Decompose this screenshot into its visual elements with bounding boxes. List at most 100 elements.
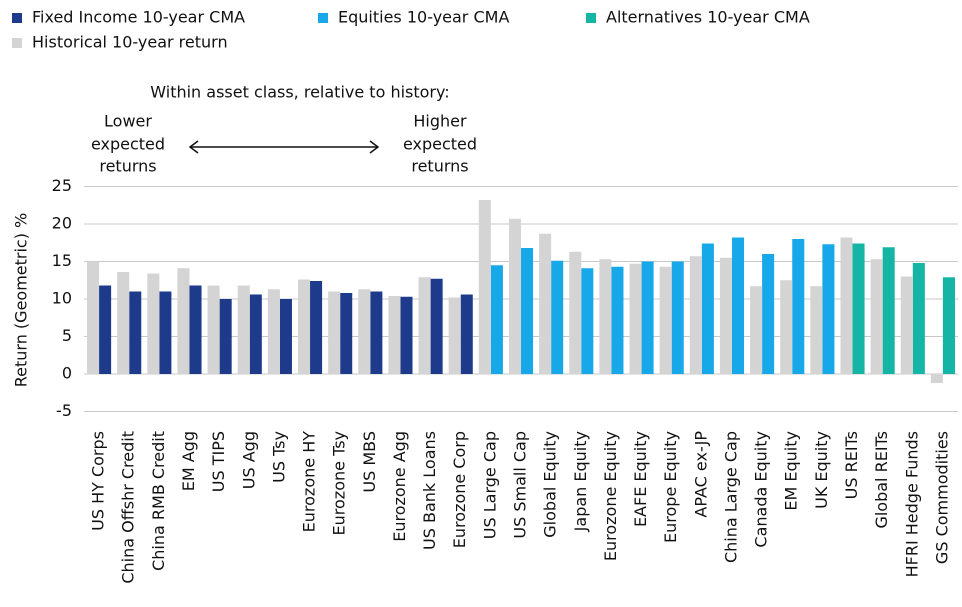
x-tick-label: Global Equity (541, 431, 560, 538)
legend-label: Alternatives 10-year CMA (606, 8, 810, 27)
x-tick-label: Canada Equity (752, 431, 771, 548)
x-tick-label: US Large Cap (480, 431, 499, 539)
bar (279, 299, 292, 374)
left-note: Lower (104, 112, 152, 131)
left-note: returns (99, 157, 156, 176)
x-tick-label: HFRI Hedge Funds (902, 431, 921, 577)
x-tick-label: Japan Equity (571, 431, 590, 532)
x-tick-label: APAC ex-JP (691, 431, 710, 518)
bar (400, 296, 413, 374)
bar (689, 256, 702, 374)
bar (900, 276, 913, 374)
bar (671, 261, 684, 374)
x-tick-label: Europe Equity (661, 431, 680, 543)
x-tick-label: EAFE Equity (631, 431, 650, 527)
legend-label: Fixed Income 10-year CMA (32, 8, 245, 27)
bar (430, 278, 443, 374)
x-tick-label: Global REITs (872, 431, 891, 529)
bar (297, 279, 311, 374)
bar (659, 266, 672, 374)
bar (508, 218, 521, 374)
right-note: returns (411, 157, 468, 176)
right-note: Higher (413, 112, 467, 131)
x-tick-label: US Agg (239, 431, 258, 489)
bar (780, 280, 793, 374)
bar (159, 291, 172, 374)
x-tick-label: Eurozone Agg (390, 431, 409, 542)
bar (701, 243, 714, 374)
bar (249, 294, 262, 374)
x-tick-label: Eurozone HY (300, 431, 319, 533)
x-tick-label: EM Equity (782, 431, 801, 511)
bar (599, 259, 612, 374)
bar (942, 277, 955, 374)
bar (882, 247, 895, 374)
x-tick-label: US TIPS (209, 431, 228, 492)
bar (267, 289, 280, 374)
x-tick-label: EM Agg (179, 431, 198, 491)
y-axis-label: Return (Geometric) % (12, 213, 31, 388)
y-tick-label: 10 (52, 289, 72, 308)
x-tick-label: US Tsy (269, 431, 288, 483)
bar (792, 239, 805, 374)
x-tick-label: US HY Corps (89, 431, 108, 531)
bar (731, 237, 745, 374)
bar (719, 257, 732, 374)
bar (237, 285, 250, 374)
x-tick-label: UK Equity (812, 431, 831, 509)
legend-swatch (586, 13, 596, 23)
bar (810, 286, 823, 374)
bar (822, 244, 835, 374)
bar (611, 266, 624, 374)
bar (207, 285, 220, 374)
bar (219, 299, 232, 374)
bar (117, 272, 130, 374)
x-tick-label: US MBS (360, 431, 379, 493)
right-note: expected (403, 135, 477, 154)
bar (490, 265, 503, 374)
annotation: Within asset class, relative to history: (150, 83, 449, 102)
y-tick-label: 0 (62, 364, 72, 383)
bar (177, 268, 190, 374)
bar (370, 291, 383, 374)
x-tick-label: China RMB Credit (149, 431, 168, 571)
y-tick-label: 20 (52, 214, 72, 233)
bar (189, 285, 202, 374)
x-tick-label: US Bank Loans (420, 431, 439, 550)
bar (569, 251, 582, 374)
bar (87, 261, 100, 374)
bar (629, 263, 642, 374)
bar (581, 268, 594, 374)
bar (328, 291, 341, 374)
x-tick-label: US REITs (842, 431, 861, 499)
legend-label: Equities 10-year CMA (338, 8, 509, 27)
x-tick-label: Eurozone Equity (601, 431, 620, 561)
bar (147, 273, 160, 374)
y-tick-label: 25 (52, 176, 72, 195)
bar (340, 293, 353, 374)
bar (852, 243, 865, 374)
left-note: expected (91, 135, 165, 154)
y-tick-label: 15 (52, 251, 72, 270)
bar (358, 289, 371, 374)
bar (418, 277, 431, 374)
bar (930, 374, 943, 383)
bar (448, 297, 461, 374)
x-tick-label: Eurozone Tsy (330, 431, 349, 535)
bar (641, 261, 654, 374)
legend-swatch (12, 13, 22, 23)
x-tick-label: US Small Cap (511, 431, 530, 539)
x-tick-label: GS Commodities (932, 431, 951, 564)
arrow (188, 140, 380, 154)
bar (539, 233, 552, 374)
bar (762, 254, 775, 374)
y-tick-label: -5 (56, 401, 72, 420)
bar (551, 260, 564, 374)
bar (460, 294, 473, 374)
bar (129, 291, 142, 374)
x-tick-label: China Large Cap (721, 431, 740, 563)
bar (310, 281, 323, 374)
bar (99, 285, 112, 374)
bar (912, 263, 925, 374)
